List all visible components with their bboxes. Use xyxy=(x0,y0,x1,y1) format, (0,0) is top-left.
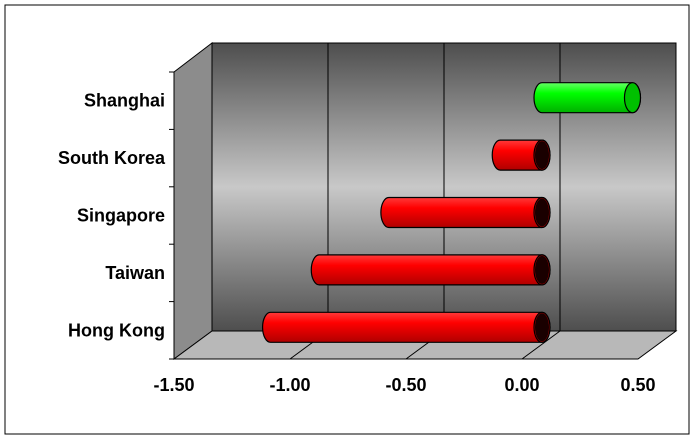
y-tick-label: Taiwan xyxy=(105,263,165,283)
bar xyxy=(533,82,642,114)
y-tick-label: Singapore xyxy=(77,206,165,226)
x-tick-label: 0.50 xyxy=(620,375,655,395)
y-axis-labels: Hong Kong Taiwan Singapore South Korea Shang… xyxy=(58,91,166,341)
bar-cap-shadow xyxy=(535,198,549,227)
bar-cap-shadow xyxy=(535,141,549,170)
y-tick-label: Hong Kong xyxy=(68,320,165,340)
bars xyxy=(262,82,642,343)
x-tick-label: -1.00 xyxy=(269,375,310,395)
bar xyxy=(262,311,551,343)
left-side-wall xyxy=(173,41,213,360)
x-tick-label: -0.50 xyxy=(385,375,426,395)
y-tick-label: Shanghai xyxy=(84,91,165,111)
bar-end-cap xyxy=(623,82,642,114)
bar-body xyxy=(310,254,551,286)
bar-cap-shadow xyxy=(535,255,549,284)
x-tick-label: 0.00 xyxy=(504,375,539,395)
bar-body xyxy=(380,196,551,229)
x-tick-label: -1.50 xyxy=(153,375,194,395)
bar-body xyxy=(262,311,551,343)
bar xyxy=(310,254,551,286)
x-axis-labels: -1.50 -1.00 -0.50 0.00 0.50 xyxy=(153,375,655,395)
gridline-floor xyxy=(521,330,561,360)
y-axis xyxy=(169,71,175,360)
bar-cap-shadow xyxy=(535,313,549,342)
bar xyxy=(491,139,551,171)
y-tick-label: South Korea xyxy=(58,148,166,168)
bar xyxy=(380,196,551,229)
